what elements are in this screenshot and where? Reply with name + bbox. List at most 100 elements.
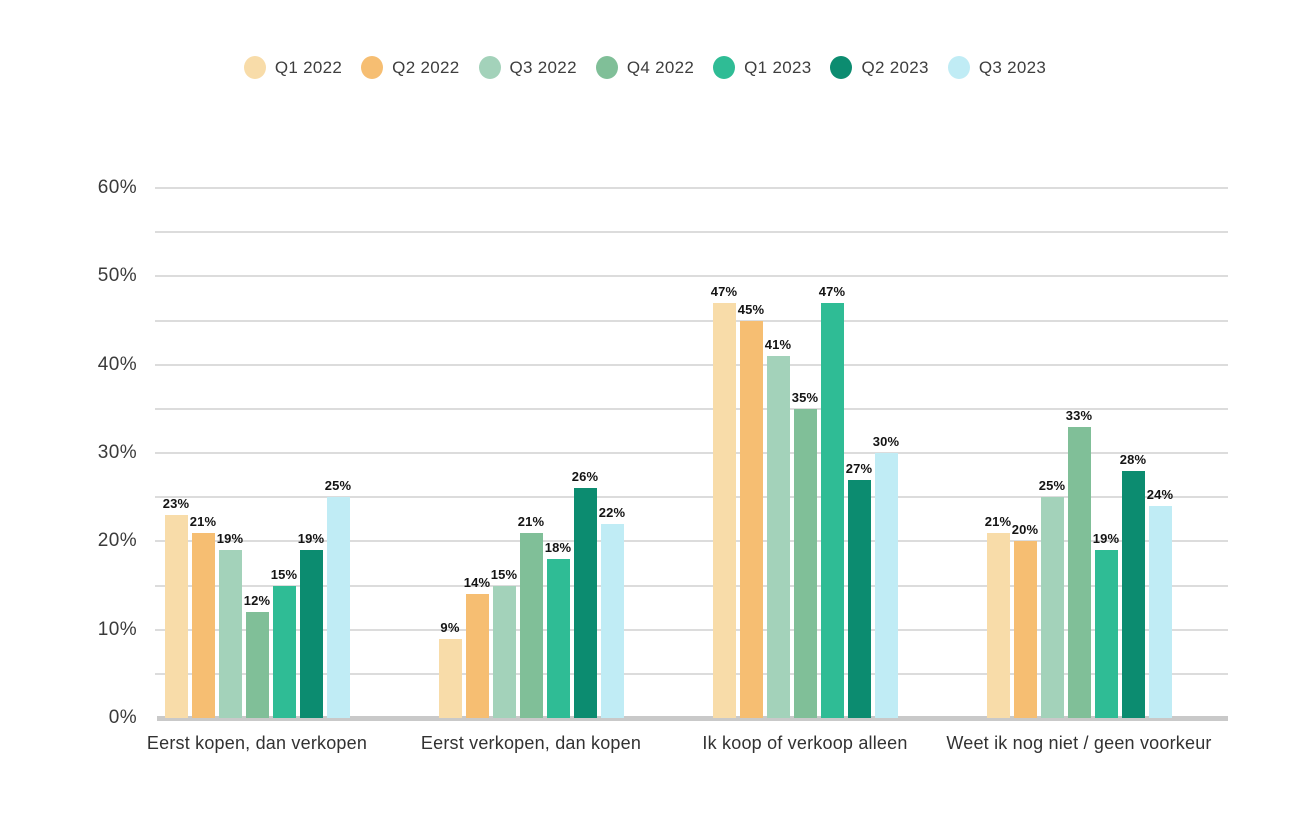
bar-q3-2023-cat4: 24% <box>1147 487 1173 718</box>
bar-q4-2022-cat3: 35% <box>792 390 818 718</box>
legend-label: Q3 2022 <box>509 57 577 77</box>
bar-value-label: 41% <box>764 336 792 352</box>
bar-q2-2022-cat3: 45% <box>738 302 764 718</box>
bar-group-3: 47% 45% 41% 35% 47% 27% 30% <box>711 188 899 718</box>
bar-q1-2023-cat2: 18% <box>545 540 571 718</box>
y-tick-label-60: 60% <box>97 177 137 198</box>
bar-q4-2022-cat4: 33% <box>1066 408 1092 718</box>
gridline-35 <box>155 407 1228 410</box>
legend-label: Q4 2022 <box>626 57 695 77</box>
bar-value-label: 33% <box>1065 407 1093 423</box>
bar-value-label: 23% <box>162 495 190 511</box>
bar-q3-2022-cat3: 41% <box>765 337 791 718</box>
gridline-15 <box>155 584 1228 587</box>
bar-value-label: 21% <box>189 513 217 529</box>
bar-q3-2023-cat2: 22% <box>599 505 625 718</box>
bar-q1-2023-cat4: 19% <box>1093 531 1119 718</box>
bar-q2-2023-cat4: 28% <box>1120 452 1146 718</box>
bar-value-label: 47% <box>818 283 846 299</box>
gridline-45 <box>155 319 1228 322</box>
bar-value-label: 25% <box>1038 478 1066 494</box>
gridline-10 <box>155 628 1228 631</box>
legend-label: Q1 2023 <box>744 57 812 77</box>
bar-value-label: 21% <box>984 513 1012 529</box>
legend-label: Q1 2022 <box>274 57 343 77</box>
category-label-4: Weet ik nog niet / geen voorkeur <box>946 733 1212 753</box>
bar-value-label: 19% <box>1092 531 1120 547</box>
bar-value-label: 22% <box>598 504 626 520</box>
bar-q2-2022-cat1: 21% <box>190 514 216 718</box>
y-tick-label-40: 40% <box>97 353 137 375</box>
bar-value-label: 45% <box>737 301 765 317</box>
bar-value-label: 9% <box>440 619 460 635</box>
bar-group-1: 23% 21% 19% 12% 15% 19% 25% <box>163 188 352 718</box>
bar-q4-2022-cat2: 21% <box>518 514 544 718</box>
bar-q2-2022-cat4: 20% <box>1012 522 1038 718</box>
legend-swatch-icon <box>478 56 501 79</box>
legend-item-q4-2022: Q4 2022 <box>595 56 695 79</box>
gridline-40 <box>155 363 1228 366</box>
bar-q1-2022-cat4: 21% <box>985 514 1011 718</box>
bar-value-label: 15% <box>270 566 298 582</box>
bar-q3-2023-cat3: 30% <box>873 434 899 718</box>
gridline-5 <box>155 672 1228 675</box>
bar-value-label: 18% <box>544 540 572 555</box>
category-label-2: Eerst verkopen, dan kopen <box>420 733 642 753</box>
category-label-1: Eerst kopen, dan verkopen <box>146 733 368 753</box>
bar-q2-2022-cat2: 14% <box>464 575 490 718</box>
bar-value-label: 19% <box>297 531 325 547</box>
bar-value-label: 14% <box>463 575 491 591</box>
bar-q3-2022-cat1: 19% <box>217 531 243 718</box>
legend-swatch-icon <box>361 56 384 79</box>
category-label-3: Ik koop of verkoop alleen <box>702 733 908 753</box>
gridline-20 <box>155 540 1228 543</box>
bar-value-label: 15% <box>490 566 518 582</box>
y-tick-label-0: 0% <box>108 707 137 728</box>
legend-item-q2-2022: Q2 2022 <box>361 56 459 79</box>
legend-swatch-icon <box>243 56 266 79</box>
bar-group-4: 21% 20% 25% 33% 19% 28% 24% <box>985 188 1173 718</box>
bar-value-label: 25% <box>324 478 352 494</box>
legend-swatch-icon <box>595 56 618 79</box>
bar-q1-2022-cat2: 9% <box>438 620 462 718</box>
bar-group-2: 9% 14% 15% 21% 18% 26% 22% <box>438 188 625 718</box>
bar-q1-2023-cat3: 47% <box>819 284 845 718</box>
y-tick-label-20: 20% <box>97 530 137 552</box>
gridline-60 <box>155 187 1228 189</box>
bar-q3-2022-cat2: 15% <box>491 567 517 718</box>
legend-item-q2-2023: Q2 2023 <box>830 56 929 79</box>
bar-q3-2022-cat4: 25% <box>1039 478 1065 718</box>
legend-item-q1-2023: Q1 2023 <box>713 56 811 79</box>
bar-value-label: 30% <box>872 434 900 449</box>
legend-swatch-icon <box>947 56 970 79</box>
y-tick-label-50: 50% <box>97 265 137 287</box>
gridline-30 <box>155 452 1228 454</box>
bar-value-label: 27% <box>845 460 873 476</box>
plot-area: 23% 21% 19% 12% 15% 19% 25% 9% 14% 15% 21% 18% 26% 22… <box>155 187 1228 721</box>
bar-q2-2023-cat1: 19% <box>298 531 324 718</box>
bar-value-label: 47% <box>710 283 738 299</box>
bar-value-label: 19% <box>216 531 244 547</box>
bar-value-label: 20% <box>1011 522 1039 538</box>
bar-value-label: 21% <box>517 513 545 529</box>
chart-legend: Q1 2022 Q2 2022 Q3 2022 Q4 2022 Q1 2023 Q2 20… <box>0 56 1290 79</box>
gridline-25 <box>155 496 1228 499</box>
bar-q1-2022-cat3: 47% <box>711 284 737 718</box>
gridline-55 <box>155 231 1228 234</box>
bar-q4-2022-cat1: 12% <box>244 593 270 718</box>
bar-q2-2023-cat3: 27% <box>846 461 872 718</box>
legend-swatch-icon <box>713 56 736 79</box>
bar-q1-2022-cat1: 23% <box>163 496 189 718</box>
legend-swatch-icon <box>830 56 853 79</box>
bar-q1-2023-cat1: 15% <box>271 567 297 718</box>
gridline-50 <box>155 275 1228 278</box>
bar-value-label: 24% <box>1146 487 1174 502</box>
y-tick-label-10: 10% <box>97 618 137 640</box>
legend-label: Q3 2023 <box>978 57 1047 77</box>
bar-value-label: 12% <box>243 593 271 608</box>
y-tick-label-30: 30% <box>97 442 137 463</box>
legend-label: Q2 2022 <box>392 57 460 77</box>
legend-item-q1-2022: Q1 2022 <box>243 56 343 79</box>
bar-value-label: 26% <box>571 469 599 485</box>
